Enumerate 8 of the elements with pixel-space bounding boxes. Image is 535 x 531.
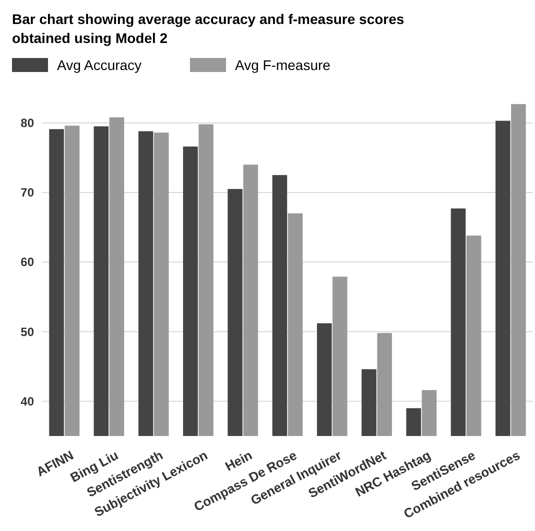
- y-tick-label: 40: [20, 394, 34, 408]
- legend-label: Avg F-measure: [235, 57, 331, 73]
- chart-title: Bar chart showing average accuracy and f-measure scores obtained using Model 2: [12, 11, 404, 46]
- legend-label: Avg Accuracy: [57, 57, 142, 73]
- y-tick-label: 70: [20, 186, 34, 200]
- y-tick-label: 50: [20, 324, 34, 339]
- y-tick-label: 60: [20, 255, 34, 270]
- y-tick-label: 80: [20, 116, 34, 130]
